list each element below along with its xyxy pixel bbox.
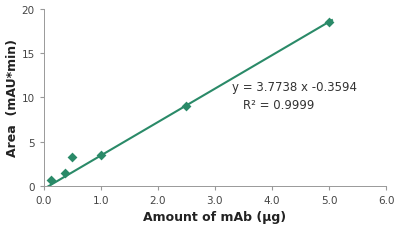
Point	[98, 153, 104, 157]
Point	[183, 105, 190, 108]
Point	[326, 21, 332, 25]
X-axis label: Amount of mAb (μg): Amount of mAb (μg)	[143, 210, 286, 224]
Point	[62, 172, 68, 175]
Text: y = 3.7738 x -0.3594: y = 3.7738 x -0.3594	[232, 80, 357, 93]
Text: R² = 0.9999: R² = 0.9999	[244, 98, 315, 111]
Y-axis label: Area  (mAU*min): Area (mAU*min)	[6, 39, 18, 157]
Point	[69, 156, 75, 159]
Point	[48, 179, 54, 183]
